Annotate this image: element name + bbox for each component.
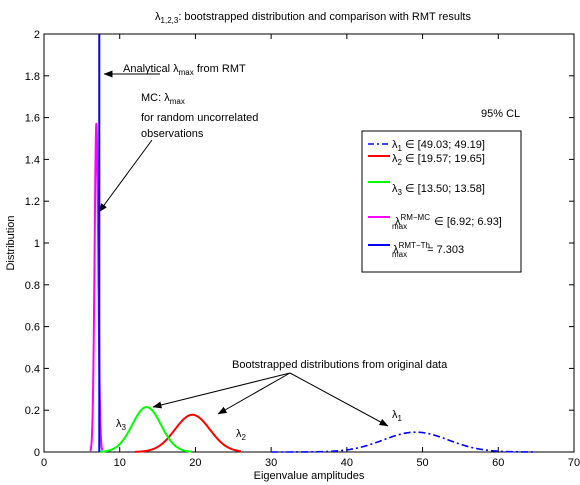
annotation-mc-line2: for random uncorrelated (141, 112, 258, 124)
x-tick-label: 10 (114, 457, 126, 469)
y-axis-label: Distribution (5, 215, 17, 270)
x-tick-label: 0 (41, 457, 47, 469)
y-tick-label: 2 (34, 29, 40, 41)
legend-box (361, 130, 522, 273)
x-tick-label: 20 (189, 457, 201, 469)
annotation-bootstrap-arrow-1 (152, 372, 291, 409)
series-layer (89, 34, 537, 453)
legend-entry-lambda3: λ3 ∈ [13.50; 13.58] (392, 183, 485, 197)
y-tick-label: 0.6 (25, 322, 40, 334)
legend-header: 95% CL (481, 108, 520, 120)
y-tick-label: 0 (34, 447, 40, 459)
x-tick-label: 30 (265, 457, 277, 469)
y-tick-label: 1.8 (25, 71, 40, 83)
annotation-mc-line3: observations (141, 128, 204, 140)
curve-label-lambda1: λ1 (392, 409, 403, 423)
y-tick-label: 1.4 (25, 154, 40, 166)
x-tick-label: 50 (416, 457, 428, 469)
y-tick-label: 1 (34, 238, 40, 250)
legend-entry-lambda2: λ2 ∈ [19.57; 19.65] (392, 153, 485, 167)
legend-entry-th: λRMT−Th max = 7.303 (392, 241, 464, 259)
annotation-bootstrap-arrow-2 (217, 372, 291, 415)
curve-label-lambda2: λ2 (236, 428, 247, 442)
curve-label-lambda3: λ3 (116, 418, 127, 432)
y-tick-label: 0.4 (25, 363, 40, 375)
annotation-mc-arrow (98, 139, 153, 213)
legend-entry-mc: λRM−MC max ∈ [6.92; 6.93] (392, 213, 502, 231)
y-axis-ticks: 0 0.2 0.4 0.6 0.8 1 1.2 1.4 1.6 1.8 2 (25, 29, 574, 459)
y-tick-label: 0.8 (25, 280, 40, 292)
series-l3-curve (99, 406, 192, 453)
annotation-analytical: Analytical λmax from RMT (123, 63, 246, 77)
y-tick-label: 1.6 (25, 113, 40, 125)
annotation-mc-line1: MC: λmax (141, 92, 185, 106)
x-tick-label: 40 (341, 457, 353, 469)
y-tick-label: 0.2 (25, 405, 40, 417)
x-tick-label: 60 (492, 457, 504, 469)
legend: λ1 ∈ [49.03; 49.19] λ2 ∈ [19.57; 19.65] … (361, 130, 522, 273)
y-tick-label: 1.2 (25, 196, 40, 208)
annotation-bootstrap-arrow-3 (289, 372, 389, 427)
x-tick-label: 70 (568, 457, 580, 469)
series-l1-curve (271, 431, 537, 453)
x-axis-ticks: 0 10 20 30 40 50 60 70 (41, 34, 580, 469)
legend-entry-lambda1: λ1 ∈ [49.03; 49.19] (392, 139, 485, 153)
chart-title: λ1,2,3: bootstrapped distribution and co… (155, 11, 471, 25)
series-l2-curve (134, 413, 241, 453)
x-axis-label: Eigenvalue amplitudes (254, 470, 365, 482)
annotation-bootstrap: Bootstrapped distributions from original… (232, 359, 448, 371)
